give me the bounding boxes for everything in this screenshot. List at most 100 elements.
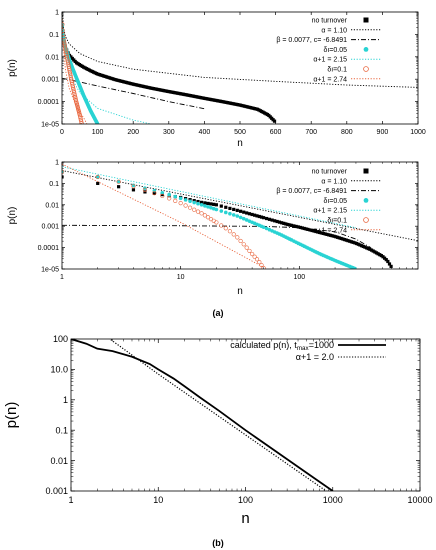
open-circle-marker (241, 242, 246, 247)
square-marker (339, 236, 343, 241)
y-tick-label: 0.1 (49, 181, 59, 188)
open-circle-marker (187, 205, 193, 210)
square-marker (323, 232, 327, 236)
square-marker (369, 248, 374, 252)
series--1-10 (62, 170, 418, 242)
caption-b: (b) (212, 538, 224, 548)
square-marker (373, 250, 377, 254)
square-marker (387, 262, 392, 266)
square-marker (330, 234, 334, 238)
open-circle-marker (247, 248, 252, 254)
legend-label-suffix: =1000 (309, 340, 334, 350)
square-marker (235, 208, 239, 212)
square-marker (306, 227, 310, 232)
open-circle-marker (160, 193, 165, 199)
filled-circle-marker (228, 211, 232, 216)
y-tick-label: 0.1 (49, 32, 59, 39)
x-tick-label: 1000 (323, 495, 343, 505)
open-circle-marker (195, 209, 201, 214)
x-tick-label: 100 (293, 274, 305, 281)
square-marker (386, 259, 390, 264)
plot-frame (70, 338, 421, 492)
legend-sample (363, 217, 369, 223)
square-marker (247, 212, 252, 216)
x-tick-label: 10 (153, 495, 163, 505)
caption-a: (a) (213, 308, 224, 318)
open-circle-marker (95, 174, 100, 180)
y-tick-label: 1e-05 (41, 266, 59, 273)
open-circle-marker (79, 119, 84, 124)
filled-circle-marker (209, 206, 213, 210)
legend: no turnover α = 1.10 β = 0.0077, c= -6.849… (276, 17, 381, 83)
legend-label: δı=0.05 (323, 198, 347, 205)
open-circle-marker (72, 93, 77, 98)
square-marker (214, 203, 218, 207)
y-tick-label: 0.01 (45, 54, 59, 61)
square-marker (317, 230, 322, 235)
open-circle-marker (214, 220, 219, 225)
filled-circle-marker (219, 209, 224, 213)
legend-label: α = 1.10 (321, 178, 347, 185)
bottom-panel: 0.001 0.01 0.1 1 10.0 100 1 10 100 1000 10000 p(n) n… (3, 334, 433, 527)
square-marker (384, 258, 388, 262)
square-marker (257, 214, 261, 219)
x-tick-label: 800 (341, 129, 353, 136)
square-marker (355, 241, 359, 246)
square-marker (62, 175, 64, 179)
square-marker (335, 235, 340, 239)
square-marker (316, 230, 320, 234)
open-circle-marker (252, 254, 257, 259)
square-marker (131, 188, 136, 192)
y-tick-label: 1 (55, 159, 59, 166)
series-line (62, 18, 152, 124)
filled-circle-marker (196, 201, 200, 206)
square-marker (255, 214, 259, 218)
filled-circle-marker (178, 196, 183, 201)
series-no-turnover (62, 25, 277, 123)
filled-circle-marker (231, 213, 236, 217)
legend-label: calculated p(n), tmax=1000 (230, 340, 334, 352)
square-marker (379, 253, 383, 258)
open-circle-marker (231, 232, 236, 237)
series-line (62, 12, 418, 88)
open-circle-marker (65, 60, 71, 65)
x-tick-label: 400 (199, 129, 211, 136)
legend-label: no turnover (312, 17, 348, 24)
square-marker (337, 236, 341, 240)
square-marker (219, 204, 223, 208)
open-circle-marker (244, 245, 249, 250)
square-marker (117, 185, 121, 189)
legend-label: α+1 = 2.15 (313, 57, 347, 64)
legend-label: no turnover (312, 168, 348, 175)
plot-area (62, 163, 418, 269)
square-marker (332, 234, 336, 238)
square-marker (224, 205, 228, 209)
square-marker (358, 243, 362, 247)
open-circle-marker (235, 235, 240, 240)
square-marker (296, 225, 300, 229)
square-marker (265, 216, 269, 221)
open-circle-marker (167, 196, 172, 201)
filled-circle-marker (244, 218, 249, 222)
legend-sample (363, 17, 369, 23)
open-circle-marker (66, 62, 71, 67)
filled-circle-marker (214, 207, 219, 212)
square-marker (199, 200, 204, 204)
x-tick-label: 100 (238, 495, 253, 505)
series--0-0077-c-6-8491 (62, 224, 372, 248)
x-tick-label: 300 (163, 129, 175, 136)
series--0-05 (62, 23, 100, 124)
open-circle-marker (73, 94, 78, 100)
filled-circle-marker (192, 200, 196, 205)
x-axis-label: n (237, 286, 243, 297)
square-marker (239, 209, 243, 213)
filled-circle-marker (223, 210, 228, 215)
x-tick-label: 200 (127, 129, 139, 136)
y-tick-label: 1e-05 (41, 121, 59, 128)
square-marker (319, 231, 323, 235)
open-circle-marker (116, 179, 121, 184)
square-marker (286, 222, 290, 227)
plot-frame (61, 161, 419, 270)
open-circle-marker (192, 207, 197, 212)
